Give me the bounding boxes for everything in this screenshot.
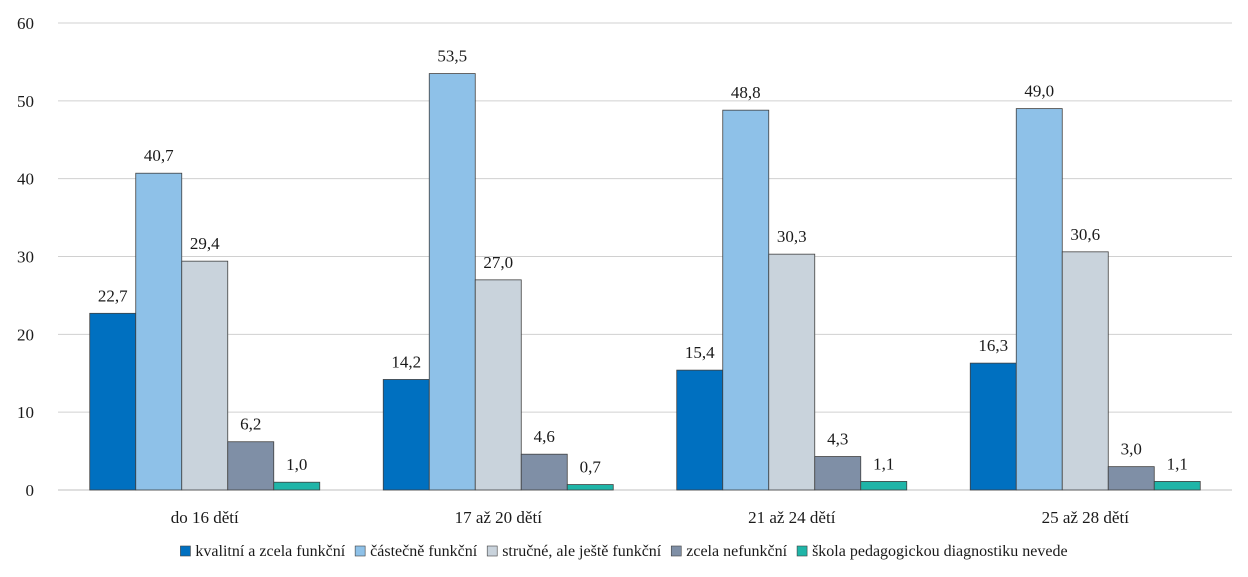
- bar-1-5: [273, 481, 321, 491]
- data-label: 49,0: [1024, 82, 1054, 101]
- data-label: 4,3: [827, 430, 848, 449]
- bar-1-1: [89, 312, 137, 491]
- bar-4-1: [969, 362, 1017, 491]
- x-category-label: 21 až 24 dětí: [748, 508, 836, 527]
- bar-3-4: [814, 456, 862, 491]
- data-label: 16,3: [978, 336, 1008, 355]
- data-label: 1,0: [286, 455, 307, 474]
- legend-item: částečně funkční: [354, 543, 478, 560]
- legend-item: stručné, ale ještě funkční: [486, 543, 662, 560]
- data-label: 0,7: [580, 458, 602, 477]
- legend: kvalitní a zcela funkční částečně funkční…: [180, 543, 1068, 560]
- y-tick-label: 40: [17, 170, 34, 189]
- x-axis-categories: do 16 dětí 17 až 20 dětí 21 až 24 dětí 25 a…: [171, 508, 1129, 527]
- data-label: 22,7: [98, 286, 128, 305]
- y-tick-label: 20: [17, 325, 34, 344]
- bar-2-1: [382, 379, 430, 491]
- data-label: 1,1: [873, 454, 894, 473]
- y-tick-label: 60: [17, 14, 34, 33]
- legend-swatch: [796, 545, 808, 557]
- bar-2-5: [566, 484, 614, 491]
- bar-4-4: [1107, 466, 1155, 491]
- bar-3-1: [676, 369, 724, 491]
- legend-label: stručné, ale ještě funkční: [502, 543, 662, 560]
- x-category-label: do 16 dětí: [171, 508, 239, 527]
- bar-2-3: [474, 279, 522, 491]
- bar-3-5: [860, 481, 908, 491]
- data-label: 15,4: [685, 343, 715, 362]
- legend-swatch: [354, 545, 366, 557]
- legend-item: zcela nefunkční: [670, 543, 788, 560]
- x-category-label: 17 až 20 dětí: [455, 508, 543, 527]
- bar-2-4: [520, 453, 568, 491]
- legend-label: škola pedagogickou diagnostiku nevede: [812, 543, 1068, 560]
- legend-swatch: [486, 545, 498, 557]
- legend-item: kvalitní a zcela funkční: [180, 543, 346, 560]
- y-tick-label: 0: [26, 481, 35, 500]
- data-label: 53,5: [437, 47, 467, 66]
- bars: [89, 73, 1201, 491]
- legend-label: zcela nefunkční: [686, 543, 787, 560]
- bar-1-3: [181, 260, 229, 491]
- y-tick-label: 30: [17, 248, 34, 267]
- bar-3-3: [768, 253, 816, 491]
- legend-swatch: [670, 545, 682, 557]
- bar-4-3: [1061, 251, 1109, 491]
- data-label: 1,1: [1167, 454, 1188, 473]
- legend-label: částečně funkční: [370, 543, 478, 560]
- data-label: 3,0: [1121, 440, 1142, 459]
- data-label: 30,3: [777, 227, 807, 246]
- data-label: 4,6: [534, 427, 555, 446]
- bar-4-5: [1153, 481, 1201, 491]
- bar-1-4: [227, 441, 275, 491]
- y-tick-label: 50: [17, 92, 34, 111]
- data-label: 27,0: [483, 253, 513, 272]
- legend-item: škola pedagogickou diagnostiku nevede: [796, 543, 1068, 560]
- bar-1-2: [135, 172, 183, 491]
- bar-3-2: [722, 109, 770, 491]
- y-axis-ticks: 0 10 20 30 40 50 60: [17, 14, 34, 500]
- legend-swatch: [180, 545, 191, 557]
- data-label: 6,2: [240, 415, 261, 434]
- data-labels: 22,7 40,7 29,4 6,2 1,0 14,2 53,5 27,0 4,6 0,7 15,4…: [98, 47, 1188, 477]
- data-label: 48,8: [731, 83, 761, 102]
- y-tick-label: 10: [17, 403, 34, 422]
- legend-label: kvalitní a zcela funkční: [195, 543, 345, 560]
- data-label: 29,4: [190, 234, 220, 253]
- x-category-label: 25 až 28 dětí: [1042, 508, 1130, 527]
- data-label: 14,2: [391, 352, 421, 371]
- data-label: 30,6: [1070, 225, 1100, 244]
- bar-2-2: [428, 73, 476, 491]
- bar-4-2: [1015, 108, 1063, 491]
- data-label: 40,7: [144, 146, 174, 165]
